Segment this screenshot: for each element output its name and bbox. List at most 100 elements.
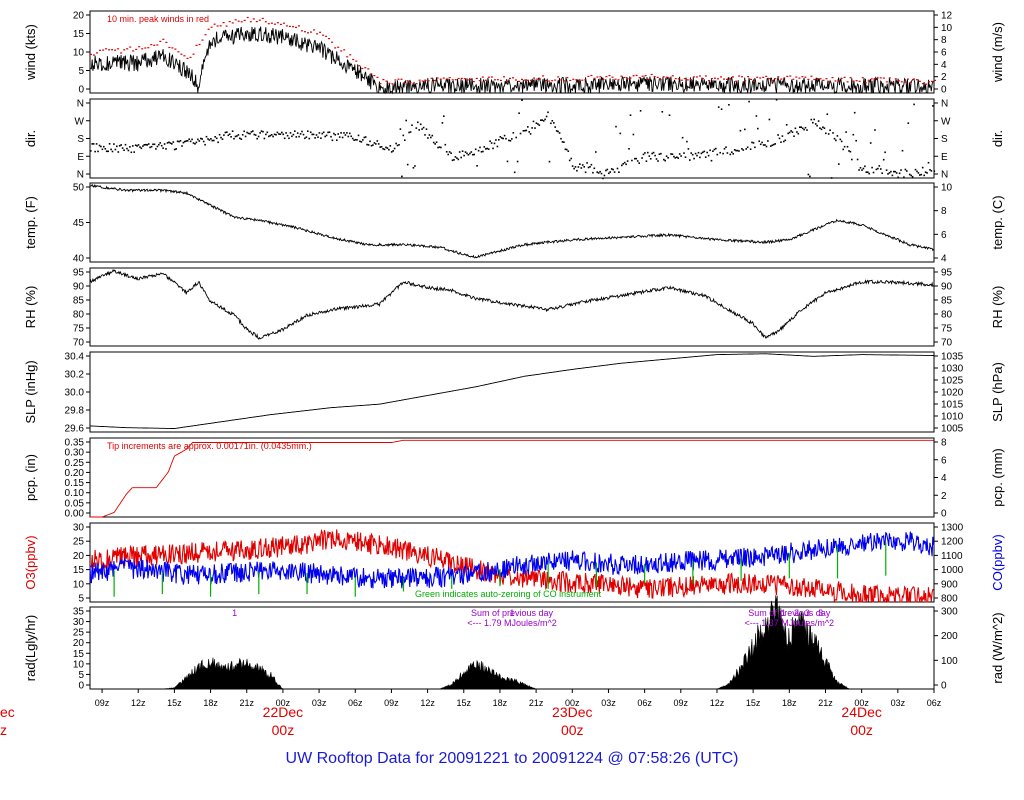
direction-point [817, 120, 820, 122]
y2-tick-label-temp: 6 [941, 230, 947, 241]
direction-point [341, 136, 344, 139]
direction-point [553, 122, 555, 124]
direction-point [610, 168, 613, 170]
y-tick-label-rh: 80 [73, 310, 85, 321]
peak-wind-mark [506, 80, 508, 82]
y-tick-label-temp: 45 [73, 218, 85, 229]
peak-wind-mark [810, 75, 813, 77]
direction-point [173, 148, 176, 151]
peak-wind-mark [451, 79, 454, 81]
direction-point [906, 170, 908, 172]
direction-point [139, 146, 141, 148]
direction-point [887, 173, 889, 175]
peak-wind-mark [629, 77, 632, 79]
peak-wind-mark [349, 54, 352, 56]
direction-point [615, 125, 617, 128]
x-tick-label: 09z [384, 698, 399, 708]
direction-point [537, 123, 539, 125]
direction-point [853, 111, 856, 114]
y2-tick-label-slp: 1005 [941, 424, 964, 435]
direction-point [366, 143, 368, 146]
peak-wind-mark [213, 23, 216, 25]
series-line-pcp-0 [90, 439, 934, 518]
direction-point [200, 137, 202, 140]
direction-point [268, 135, 270, 138]
direction-point [590, 163, 593, 166]
direction-point [441, 122, 444, 124]
direction-point [105, 150, 108, 153]
peak-wind-mark [243, 19, 246, 21]
direction-point [799, 126, 801, 128]
peak-wind-mark [322, 34, 325, 36]
direction-point [535, 122, 538, 124]
peak-wind-mark [934, 79, 936, 81]
direction-point [145, 143, 147, 146]
peak-wind-mark [325, 35, 328, 37]
direction-point [230, 136, 232, 138]
direction-point [849, 150, 852, 153]
direction-point [385, 146, 387, 149]
peak-wind-mark [614, 78, 617, 80]
direction-point [791, 131, 794, 133]
peak-wind-mark [150, 44, 153, 46]
direction-point [372, 144, 374, 146]
direction-point [95, 143, 98, 145]
peak-wind-mark [132, 50, 135, 52]
direction-point [861, 169, 863, 171]
direction-point [584, 171, 587, 174]
peak-wind-mark [255, 21, 258, 23]
direction-point [872, 171, 875, 174]
peak-wind-mark [282, 22, 285, 24]
y2-tick-label-wind: 12 [941, 11, 953, 22]
direction-point [357, 134, 360, 137]
peak-wind-mark [834, 80, 837, 82]
direction-point [560, 137, 562, 140]
direction-point [625, 163, 627, 166]
peak-wind-mark [683, 78, 686, 80]
peak-wind-mark [611, 76, 614, 78]
direction-point [240, 138, 243, 140]
y-tick-label-dir: N [77, 170, 84, 181]
peak-wind-mark [632, 75, 635, 77]
rad-marker: 2 [794, 608, 799, 618]
peak-wind-mark [677, 78, 680, 80]
y-tick-label-dir: N [77, 99, 84, 110]
direction-point [392, 150, 394, 152]
direction-point [631, 159, 633, 162]
peak-wind-mark [864, 82, 867, 84]
direction-point [331, 139, 334, 142]
peak-wind-mark [307, 32, 309, 34]
direction-point [916, 170, 918, 173]
direction-point [865, 171, 868, 173]
peak-wind-mark [801, 76, 804, 78]
peak-wind-mark [753, 80, 756, 82]
direction-point [722, 152, 724, 155]
direction-point [127, 149, 130, 152]
direction-point [929, 169, 931, 171]
direction-point [663, 158, 665, 161]
direction-point [826, 113, 829, 115]
peak-wind-mark [813, 78, 816, 81]
direction-point [474, 148, 477, 151]
peak-wind-mark [373, 75, 376, 77]
peak-wind-mark [463, 78, 466, 80]
direction-point [924, 171, 927, 173]
peak-wind-mark [117, 48, 120, 50]
series-line-slp-0 [90, 353, 934, 429]
y-tick-label-pcp: 0.15 [65, 478, 85, 489]
direction-point [606, 168, 609, 171]
y-axis-label-rad: rad(Lgly/hr) [23, 615, 38, 681]
y-axis-label-rh: RH (%) [23, 286, 38, 329]
direction-point [605, 169, 607, 172]
direction-point [116, 145, 118, 148]
direction-point [525, 129, 528, 132]
direction-point [506, 160, 509, 163]
direction-point [263, 137, 266, 140]
direction-point [155, 148, 157, 150]
peak-wind-mark [674, 78, 677, 80]
y2-tick-label-temp: 4 [941, 254, 947, 265]
peak-wind-mark [560, 79, 563, 81]
direction-point [677, 157, 679, 159]
direction-point [250, 131, 253, 133]
y-tick-label-rad: 10 [73, 659, 85, 670]
